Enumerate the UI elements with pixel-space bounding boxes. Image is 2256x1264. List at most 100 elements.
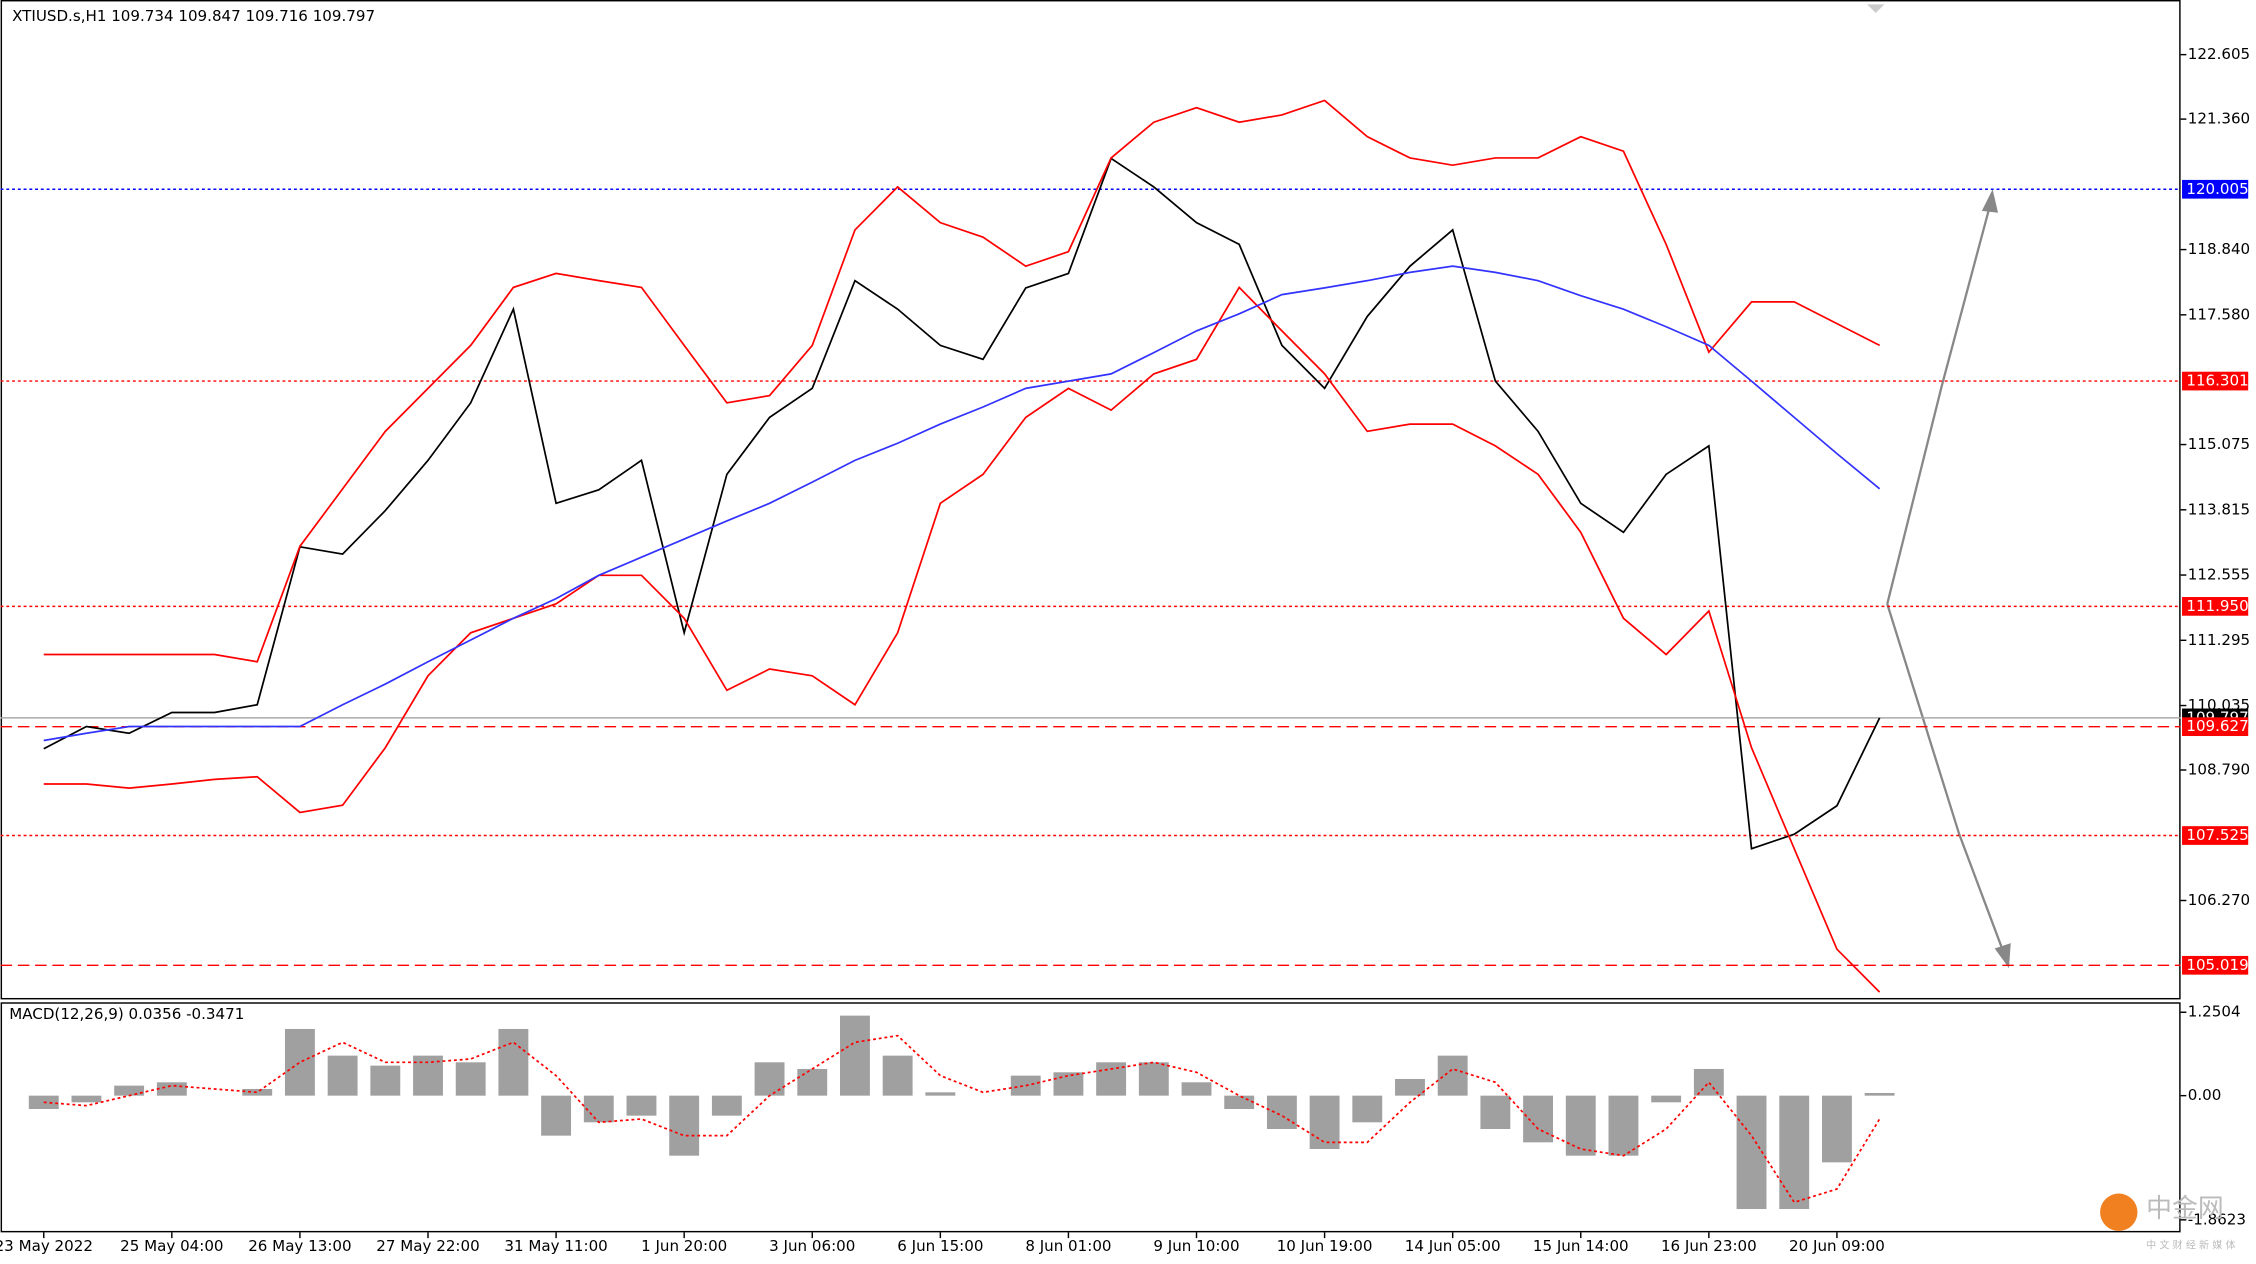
arrow-head <box>1994 943 2011 969</box>
histogram-bar <box>1565 1095 1596 1156</box>
histogram-bar <box>711 1095 742 1116</box>
low: 109.716 <box>246 6 308 24</box>
watermark-logo <box>2100 1193 2138 1231</box>
histogram-bar <box>1352 1095 1383 1123</box>
price-pane <box>0 0 2181 1000</box>
y-tick-label: 122.605 <box>2188 45 2250 63</box>
histogram-bar <box>626 1095 657 1116</box>
series-line <box>43 157 1881 850</box>
y-tick-label: 115.075 <box>2188 435 2250 453</box>
level-label: 120.005 <box>2186 180 2248 198</box>
histogram-bar <box>754 1062 785 1096</box>
macd-title: MACD(12,26,9) <box>9 1004 124 1022</box>
close: 109.797 <box>313 6 375 24</box>
series-line <box>43 99 1881 663</box>
histogram-bar <box>327 1055 358 1096</box>
level-label: 105.019 <box>2186 956 2248 974</box>
y-tick-label: 106.270 <box>2188 891 2250 909</box>
level-badge <box>2182 826 2249 845</box>
series-line <box>43 265 1881 742</box>
high: 109.847 <box>178 6 240 24</box>
y-tick-label: 118.840 <box>2188 240 2250 258</box>
histogram-bar <box>1395 1078 1425 1096</box>
histogram-bar <box>1864 1092 1895 1096</box>
y-tick-label: 121.360 <box>2188 110 2250 128</box>
histogram-bar <box>1010 1075 1041 1096</box>
x-tick-label: 27 May 22:00 <box>376 1237 479 1255</box>
histogram-bar <box>28 1095 59 1109</box>
histogram-bar <box>370 1065 401 1096</box>
x-tick-label: 10 Jun 19:00 <box>1277 1237 1373 1255</box>
watermark-tagline: 中 文 财 经 新 媒 体 <box>2146 1238 2236 1251</box>
histogram-bar <box>1437 1055 1468 1096</box>
histogram-bar <box>797 1068 828 1096</box>
histogram-bar <box>882 1055 913 1096</box>
histogram-bar <box>1181 1082 1212 1096</box>
symbol: XTIUSD.s,H1 <box>12 6 106 24</box>
x-tick-label: 1 Jun 20:00 <box>641 1237 727 1255</box>
x-tick-label: 26 May 13:00 <box>248 1237 351 1255</box>
y-tick-label: 112.555 <box>2188 566 2250 584</box>
watermark-name: 中金网 <box>2146 1194 2224 1224</box>
level-label: 116.301 <box>2186 372 2248 390</box>
x-tick-label: 25 May 04:00 <box>120 1237 223 1255</box>
y-tick-label: 111.295 <box>2188 631 2250 649</box>
x-tick-label: 23 May 2022 <box>0 1237 93 1255</box>
y-tick-label: 0.00 <box>2188 1086 2222 1104</box>
histogram-bar <box>1224 1095 1255 1109</box>
macd-pane <box>0 1002 2181 1233</box>
histogram-bar <box>71 1095 102 1103</box>
histogram-bar <box>1480 1095 1511 1129</box>
x-tick-label: 6 Jun 15:00 <box>897 1237 983 1255</box>
macd-value: 0.0356 <box>129 1004 182 1022</box>
histogram-bar <box>1693 1068 1724 1096</box>
level-label: 107.525 <box>2186 826 2248 844</box>
x-tick-label: 3 Jun 06:00 <box>769 1237 855 1255</box>
macd-header: MACD(12,26,9) 0.0356 -0.3471 <box>9 1004 244 1022</box>
arrow-up <box>1886 196 1994 605</box>
level-badge <box>2182 717 2249 737</box>
histogram-bar <box>1651 1095 1682 1103</box>
x-tick-label: 9 Jun 10:00 <box>1153 1237 1239 1255</box>
series-line <box>43 285 1881 993</box>
histogram-bar <box>669 1095 700 1156</box>
projection-arrows <box>1886 189 2011 969</box>
x-tick-label: 31 May 11:00 <box>504 1237 607 1255</box>
histogram-bar <box>1096 1062 1127 1096</box>
histogram-bar <box>498 1028 529 1096</box>
y-tick-label: -1.8623 <box>2188 1210 2246 1228</box>
histogram-bar <box>284 1028 315 1096</box>
x-tick-label: 8 Jun 01:00 <box>1025 1237 1111 1255</box>
histogram-bar <box>1309 1095 1340 1150</box>
level-label: 109.627 <box>2186 717 2248 735</box>
series-line <box>43 1034 1881 1204</box>
y-tick-label: 1.2504 <box>2188 1003 2241 1021</box>
level-badge <box>2182 371 2249 391</box>
level-badge <box>2182 179 2249 199</box>
signal-value: -0.3471 <box>186 1004 244 1022</box>
level-label: 111.950 <box>2186 597 2248 615</box>
open: 109.734 <box>111 6 173 24</box>
histogram-bar <box>1138 1062 1169 1096</box>
histogram-bar <box>1053 1072 1084 1096</box>
histogram-bar <box>925 1092 956 1096</box>
histogram-bar <box>583 1095 614 1123</box>
level-badge <box>2182 955 2249 975</box>
y-tick-label: 108.790 <box>2188 761 2250 779</box>
level-badge <box>2182 597 2249 616</box>
x-tick-label: 16 Jun 23:00 <box>1661 1237 1757 1255</box>
histogram-bar <box>242 1088 273 1096</box>
histogram-bar <box>1779 1095 1810 1210</box>
histogram-bar <box>156 1082 187 1096</box>
histogram-bar <box>1523 1095 1554 1143</box>
histogram-bar <box>541 1095 572 1136</box>
arrow-down <box>1886 603 2008 961</box>
histogram-bar <box>840 1015 870 1096</box>
watermark: 中金网 中 文 财 经 新 媒 体 <box>2100 1193 2236 1251</box>
histogram-bar <box>1821 1095 1852 1163</box>
histogram-bar <box>1608 1095 1639 1156</box>
arrow-head <box>1981 189 1999 213</box>
